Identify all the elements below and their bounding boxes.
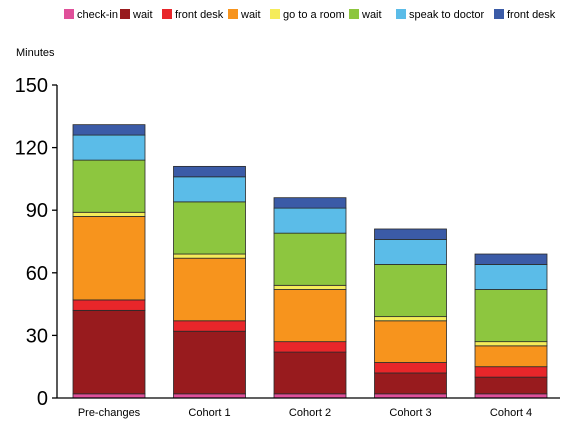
y-tick-label: 60: [26, 263, 48, 285]
bar-segment-5: [72, 159, 146, 213]
y-tick-label: 90: [26, 200, 48, 222]
bar-segment-5: [474, 289, 548, 343]
y-tick-label: 120: [15, 138, 48, 160]
bar-stack: [374, 228, 447, 399]
bar-segment-3: [374, 320, 447, 363]
bar-segment-1: [72, 309, 146, 395]
bar-segment-4: [273, 284, 347, 290]
legend-swatch: [162, 9, 172, 19]
bar-stack: [474, 253, 548, 399]
bar-segment-1: [374, 372, 447, 395]
bar-segment-1: [474, 376, 548, 395]
bar-segment-2: [474, 366, 548, 378]
x-axis: Pre-changes Cohort 1 Cohort 2 Cohort 3 Cohor…: [57, 397, 560, 419]
bars: [72, 124, 548, 399]
y-axis-label: Minutes: [16, 47, 55, 59]
bar-segment-7: [173, 165, 246, 178]
legend: check-in wait front desk wait go to a room wa…: [64, 9, 556, 21]
y-tick-label: 0: [37, 388, 48, 410]
bar-segment-4: [72, 211, 146, 217]
legend-swatch: [349, 9, 359, 19]
bar-stack: [173, 165, 246, 399]
legend-label: front desk: [507, 9, 556, 21]
bar-segment-3: [173, 257, 246, 322]
bar-segment-7: [474, 253, 548, 265]
bar-segment-4: [474, 341, 548, 347]
bar-segment-6: [173, 176, 246, 203]
legend-swatch: [120, 9, 130, 19]
bar-segment-7: [72, 124, 146, 136]
bar-segment-5: [273, 232, 347, 286]
legend-label: check-in: [77, 9, 118, 21]
legend-swatch: [396, 9, 406, 19]
legend-swatch: [64, 9, 74, 19]
bar-segment-3: [474, 345, 548, 368]
bar-segment-2: [374, 362, 447, 374]
legend-swatch: [228, 9, 238, 19]
bar-segment-2: [173, 320, 246, 332]
bar-segment-7: [273, 197, 347, 209]
legend-item: front desk: [494, 9, 556, 21]
legend-item: speak to doctor: [396, 9, 485, 21]
y-tick-label: 30: [26, 325, 48, 347]
legend-label: wait: [240, 9, 261, 21]
legend-item: front desk: [162, 9, 224, 21]
bar-segment-2: [273, 341, 347, 353]
legend-label: wait: [361, 9, 382, 21]
bar-segment-6: [374, 239, 447, 265]
y-tick-label: 150: [15, 75, 48, 97]
x-tick-label: Pre-changes: [78, 407, 141, 419]
legend-item: wait: [228, 9, 261, 21]
x-tick-label: Cohort 3: [389, 407, 431, 419]
legend-label: go to a room: [283, 9, 345, 21]
x-tick-label: Cohort 2: [289, 407, 331, 419]
legend-item: wait: [349, 9, 382, 21]
legend-label: speak to doctor: [409, 9, 485, 21]
bar-segment-4: [374, 316, 447, 322]
bar-segment-3: [72, 216, 146, 301]
bar-segment-6: [273, 207, 347, 234]
bar-segment-5: [173, 201, 246, 255]
bar-segment-7: [374, 228, 447, 240]
legend-item: go to a room: [270, 9, 345, 21]
x-tick-label: Cohort 4: [490, 407, 532, 419]
x-tick-label: Cohort 1: [188, 407, 230, 419]
bar-segment-3: [273, 289, 347, 343]
bar-segment-1: [273, 351, 347, 395]
bar-segment-1: [173, 330, 246, 395]
bar-segment-5: [374, 264, 447, 318]
bar-segment-4: [173, 253, 246, 259]
legend-swatch: [270, 9, 280, 19]
y-axis: 0 30 60 90 120 150: [15, 75, 58, 410]
bar-stack: [273, 197, 347, 399]
legend-label: front desk: [175, 9, 224, 21]
bar-stack: [72, 124, 146, 399]
legend-swatch: [494, 9, 504, 19]
legend-label: wait: [132, 9, 153, 21]
legend-item: wait: [120, 9, 153, 21]
bar-segment-6: [72, 134, 146, 161]
bar-segment-6: [474, 264, 548, 290]
legend-item: check-in: [64, 9, 118, 21]
bar-segment-2: [72, 299, 146, 311]
